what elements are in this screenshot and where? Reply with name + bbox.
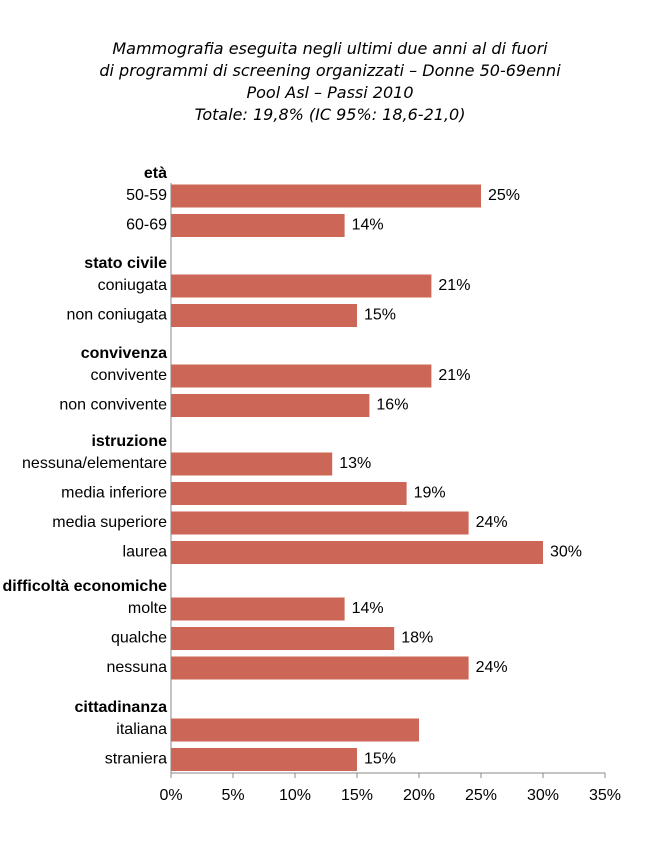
value-label: 15%: [364, 751, 396, 768]
category-label: media superiore: [52, 514, 167, 531]
x-tick-label: 35%: [589, 787, 621, 804]
title-line-4: Totale: 19,8% (IC 95%: 18,6-21,0): [194, 105, 466, 124]
x-tick-label: 0%: [159, 787, 182, 804]
category-label: non convivente: [59, 397, 167, 414]
bar: [171, 364, 432, 388]
category-label: nessuna: [107, 659, 168, 676]
x-tick-label: 10%: [279, 787, 311, 804]
bar: [171, 482, 407, 505]
category-label: qualche: [111, 630, 167, 647]
category-label: 50-59: [126, 187, 167, 204]
bar: [171, 597, 345, 621]
category-label: straniera: [105, 751, 167, 768]
value-label: 16%: [376, 397, 408, 414]
category-label: media inferiore: [61, 485, 167, 502]
bar: [171, 452, 333, 476]
bar: [171, 394, 370, 417]
bar: [171, 718, 419, 742]
value-label: 21%: [438, 277, 470, 294]
x-tick-label: 5%: [221, 787, 244, 804]
title-line-3: Pool Asl – Passi 2010: [246, 83, 414, 102]
group-label-5: cittadinanza: [75, 699, 168, 716]
category-label: italiana: [116, 721, 167, 738]
group-label-0: età: [144, 165, 167, 182]
value-label: 24%: [476, 659, 508, 676]
bar: [171, 184, 481, 208]
category-label: nessuna/elementare: [22, 455, 167, 472]
bar: [171, 304, 357, 327]
value-label: 14%: [352, 217, 384, 234]
category-label: coniugata: [98, 277, 167, 294]
group-label-4: difficoltà economiche: [3, 578, 168, 595]
bar: [171, 274, 432, 298]
x-tick-label: 15%: [341, 787, 373, 804]
group-label-1: stato civile: [84, 255, 167, 272]
value-label: 19%: [414, 485, 446, 502]
value-label: 30%: [550, 544, 582, 561]
category-label: 60-69: [126, 217, 167, 234]
value-label: 18%: [401, 630, 433, 647]
group-label-2: convivenza: [81, 345, 167, 362]
bar: [171, 627, 395, 650]
bar: [171, 656, 469, 680]
value-label: 15%: [364, 307, 396, 324]
bar: [171, 214, 345, 237]
category-label: molte: [128, 600, 167, 617]
value-label: 24%: [476, 514, 508, 531]
value-label: 14%: [352, 600, 384, 617]
title-line-1: Mammografia eseguita negli ultimi due an…: [112, 39, 548, 58]
category-label: laurea: [123, 544, 168, 561]
chart-title: Mammografia eseguita negli ultimi due an…: [0, 38, 660, 126]
value-label: 13%: [339, 455, 371, 472]
bar: [171, 541, 543, 564]
value-label: 25%: [488, 187, 520, 204]
bar: [171, 511, 469, 535]
category-label: convivente: [91, 367, 168, 384]
x-tick-label: 25%: [465, 787, 497, 804]
category-label: non coniugata: [66, 307, 167, 324]
group-label-3: istruzione: [91, 433, 167, 450]
x-tick-label: 20%: [403, 787, 435, 804]
x-tick-label: 30%: [527, 787, 559, 804]
title-line-2: di programmi di screening organizzati – …: [99, 61, 561, 80]
value-label: 21%: [438, 367, 470, 384]
bar: [171, 748, 357, 771]
